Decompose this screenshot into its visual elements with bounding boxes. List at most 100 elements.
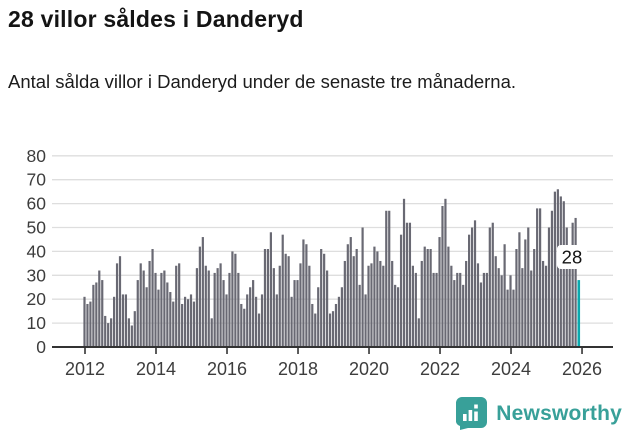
bar [213, 272, 216, 347]
y-axis-tick-label: 80 [27, 146, 47, 166]
bar [547, 227, 551, 347]
bar [145, 287, 148, 347]
bar [506, 289, 509, 347]
bar [107, 323, 110, 347]
bar [287, 256, 290, 347]
bar [269, 232, 272, 347]
bar [432, 272, 435, 347]
bar [388, 210, 391, 347]
bar [361, 227, 364, 347]
bar [468, 234, 471, 347]
bar [450, 265, 453, 347]
bar [305, 244, 308, 347]
bar [201, 237, 204, 347]
bar [290, 296, 293, 347]
bar [260, 294, 264, 347]
bar [263, 249, 267, 347]
bar [219, 263, 222, 347]
bar [314, 313, 317, 347]
page-title: 28 villor såldes i Danderyd [8, 6, 304, 32]
bar-chart: 0 10 20 30 40 50 60 70 80 2012 2014 2016 2018 2020 202… [0, 142, 631, 392]
bar [172, 301, 175, 347]
bar [139, 263, 142, 347]
bar [399, 234, 403, 347]
bar [127, 318, 130, 347]
bar [240, 303, 243, 347]
bar [121, 294, 125, 347]
bar [376, 251, 379, 347]
bar [142, 270, 145, 347]
bar [257, 313, 261, 347]
bar [160, 272, 163, 347]
bar [408, 222, 412, 347]
bar [512, 289, 515, 347]
x-axis-tick-label: 2018 [278, 359, 318, 379]
bar [459, 272, 462, 347]
bar [216, 268, 219, 347]
bar [494, 256, 497, 347]
bar [98, 270, 101, 347]
bar [334, 303, 338, 347]
bar [302, 239, 305, 347]
bar [157, 289, 160, 347]
y-axis-tick-label: 10 [27, 313, 47, 333]
bar [462, 284, 465, 347]
bar [544, 265, 548, 347]
bar [317, 287, 320, 347]
bar [503, 244, 506, 347]
bar [195, 268, 199, 347]
bar [539, 208, 542, 347]
bar [402, 198, 406, 347]
bar [183, 296, 187, 347]
bar [181, 303, 184, 347]
bar [163, 270, 166, 347]
bar [414, 272, 417, 347]
bar [429, 249, 432, 347]
bar [278, 265, 281, 347]
y-axis-tick-label: 30 [27, 265, 47, 285]
bar [571, 222, 574, 347]
bar [556, 189, 559, 347]
bar [210, 318, 213, 347]
bar [417, 318, 420, 347]
newsworthy-brand: Newsworthy [455, 396, 622, 431]
bar [320, 249, 323, 347]
bar [148, 260, 151, 347]
highlight-value-chip [556, 245, 587, 269]
bar [83, 296, 86, 347]
y-axis-tick-label: 70 [27, 170, 47, 190]
bar [151, 249, 154, 347]
bar [130, 325, 133, 347]
bar [444, 198, 447, 347]
bar [323, 253, 326, 347]
bar [447, 246, 450, 347]
bar [485, 272, 488, 347]
bar [382, 265, 385, 347]
bar [249, 287, 252, 347]
bar [175, 265, 178, 347]
chart-subtitle: Antal sålda villor i Danderyd under de s… [8, 71, 517, 92]
highlighted-bar [577, 280, 581, 347]
bar [204, 265, 207, 347]
bar [391, 260, 394, 347]
bar [411, 265, 414, 347]
bar [358, 284, 361, 347]
bar [470, 227, 474, 347]
bar [405, 222, 409, 347]
bar [476, 263, 480, 347]
bar [373, 246, 376, 347]
bar [92, 284, 95, 347]
bar [207, 270, 210, 347]
bar [497, 268, 500, 347]
x-axis-tick-label: 2020 [349, 359, 389, 379]
y-axis-tick-label: 40 [27, 241, 47, 261]
bar [574, 217, 577, 347]
bar [166, 282, 169, 347]
bar [299, 263, 302, 347]
bar [272, 268, 275, 347]
bar [133, 311, 136, 347]
y-axis-tick-label: 20 [27, 289, 47, 309]
bar-chart-svg: 0 10 20 30 40 50 60 70 80 2012 2014 2016 2018 2020 202… [27, 146, 613, 379]
bar [568, 249, 571, 347]
bar [355, 249, 358, 347]
